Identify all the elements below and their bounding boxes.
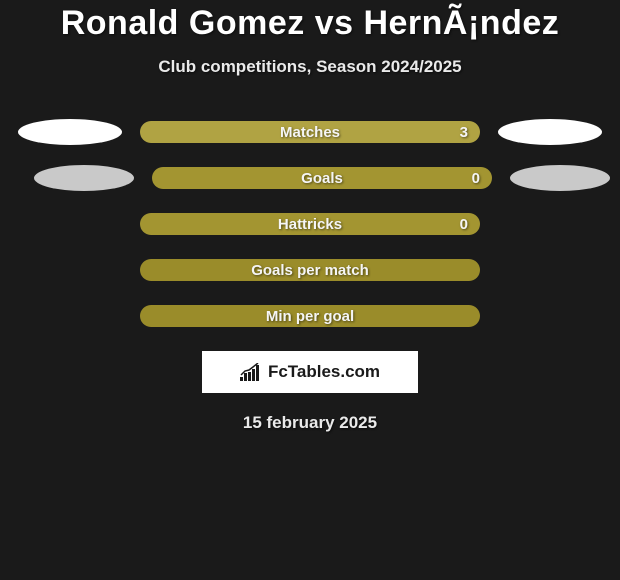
stats-rows: Matches 3 Goals 0 Hattricks 0 Goals [0,121,620,327]
stat-bar: Goals per match [140,259,480,281]
stat-row-min-per-goal: Min per goal [0,305,620,327]
chart-bars-icon [240,363,262,381]
logo: FcTables.com [240,362,380,382]
stat-label: Hattricks [278,216,342,233]
player1-marker [18,119,122,145]
stat-bar: Hattricks 0 [140,213,480,235]
stat-row-goals: Goals 0 [0,167,620,189]
stat-row-goals-per-match: Goals per match [0,259,620,281]
player1-marker [34,165,134,191]
stat-label: Min per goal [266,308,354,325]
stat-row-hattricks: Hattricks 0 [0,213,620,235]
subtitle: Club competitions, Season 2024/2025 [0,57,620,77]
logo-box: FcTables.com [202,351,418,393]
page-title: Ronald Gomez vs HernÃ¡ndez [0,4,620,43]
stat-row-matches: Matches 3 [0,121,620,143]
stat-value: 0 [460,216,468,233]
stat-bar: Goals 0 [152,167,492,189]
player2-marker [510,165,610,191]
player2-marker [498,119,602,145]
stat-value: 3 [460,124,468,141]
stat-value: 0 [472,170,480,187]
stat-bar: Min per goal [140,305,480,327]
date-label: 15 february 2025 [0,413,620,433]
logo-text: FcTables.com [268,362,380,382]
stat-label: Goals [301,170,343,187]
stat-label: Matches [280,124,340,141]
comparison-card: Ronald Gomez vs HernÃ¡ndez Club competit… [0,0,620,433]
stat-bar: Matches 3 [140,121,480,143]
stat-label: Goals per match [251,262,369,279]
